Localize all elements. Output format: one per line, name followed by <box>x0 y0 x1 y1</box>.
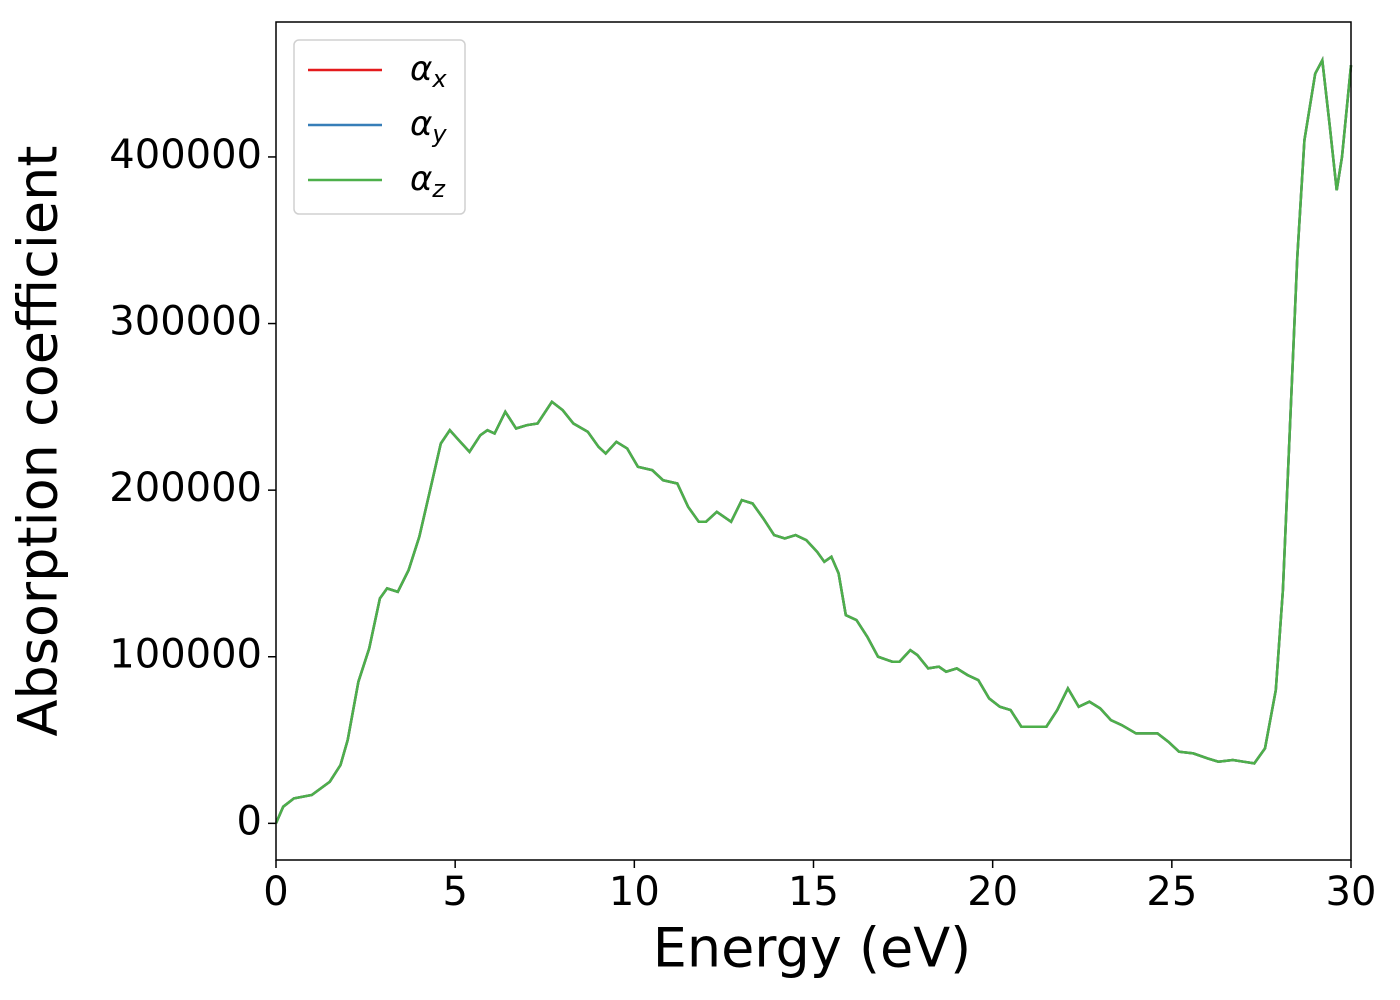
x-tick-label: 10 <box>609 869 660 915</box>
x-tick-label: 20 <box>967 869 1018 915</box>
y-tick-label: 100000 <box>109 632 262 678</box>
y-tick-label: 0 <box>237 798 262 844</box>
x-tick-label: 5 <box>442 869 467 915</box>
y-tick-label: 200000 <box>109 465 262 511</box>
y-tick-label: 300000 <box>109 299 262 345</box>
legend-label: αx <box>410 49 447 94</box>
y-axis-label: Absorption coefficient <box>7 146 70 737</box>
x-tick-label: 15 <box>788 869 839 915</box>
x-tick-label: 25 <box>1146 869 1197 915</box>
legend-label: αz <box>410 159 446 204</box>
legend-box <box>293 39 466 215</box>
y-tick-label: 400000 <box>109 132 262 178</box>
x-tick-label: 30 <box>1326 869 1377 915</box>
plot-frame <box>275 21 1352 861</box>
data-line <box>274 56 1353 824</box>
x-axis-label: Energy (eV) <box>653 917 972 980</box>
x-tick-label: 0 <box>263 869 288 915</box>
legend-label: αy <box>410 104 447 149</box>
